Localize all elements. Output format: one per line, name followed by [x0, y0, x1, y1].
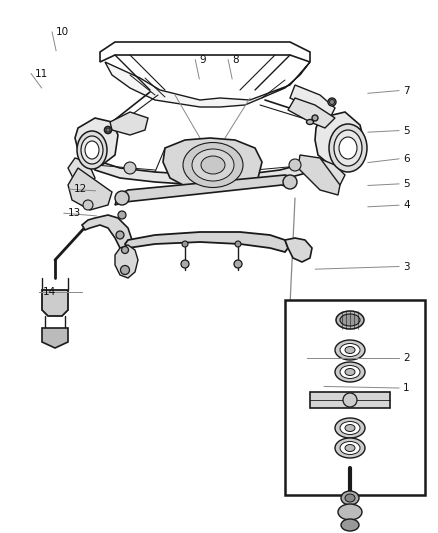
Ellipse shape [329, 100, 335, 104]
Ellipse shape [83, 200, 93, 210]
Ellipse shape [115, 191, 129, 205]
Polygon shape [315, 112, 365, 168]
Text: 3: 3 [403, 262, 410, 271]
Ellipse shape [81, 136, 103, 164]
Ellipse shape [345, 368, 355, 376]
Ellipse shape [340, 314, 360, 326]
Polygon shape [110, 112, 148, 135]
Ellipse shape [289, 159, 301, 171]
Polygon shape [68, 158, 95, 188]
Polygon shape [100, 42, 310, 62]
Ellipse shape [118, 211, 126, 219]
Polygon shape [310, 392, 390, 408]
Ellipse shape [124, 162, 136, 174]
Text: 4: 4 [403, 200, 410, 210]
Text: 2: 2 [403, 353, 410, 363]
Text: 11: 11 [35, 69, 48, 78]
Ellipse shape [338, 504, 362, 520]
Polygon shape [125, 232, 288, 252]
Polygon shape [105, 62, 310, 107]
Polygon shape [163, 138, 262, 190]
Ellipse shape [235, 241, 241, 247]
Ellipse shape [77, 131, 107, 169]
Text: 9: 9 [199, 55, 206, 64]
Ellipse shape [334, 130, 362, 166]
Ellipse shape [345, 424, 355, 432]
Ellipse shape [339, 137, 357, 159]
Ellipse shape [340, 343, 360, 357]
Polygon shape [82, 215, 132, 248]
Ellipse shape [343, 393, 357, 407]
Ellipse shape [336, 311, 364, 329]
Ellipse shape [329, 124, 367, 172]
Ellipse shape [345, 494, 355, 502]
Ellipse shape [283, 175, 297, 189]
Ellipse shape [181, 260, 189, 268]
Ellipse shape [201, 156, 225, 174]
Ellipse shape [106, 128, 110, 132]
Text: 14: 14 [43, 287, 56, 297]
Ellipse shape [341, 491, 359, 505]
Text: 5: 5 [403, 126, 410, 135]
Ellipse shape [120, 265, 130, 274]
Polygon shape [95, 158, 330, 185]
Ellipse shape [335, 438, 365, 458]
Ellipse shape [121, 246, 128, 254]
Ellipse shape [335, 418, 365, 438]
Ellipse shape [340, 366, 360, 378]
Ellipse shape [341, 519, 359, 531]
Polygon shape [288, 98, 335, 128]
Polygon shape [115, 245, 138, 278]
Ellipse shape [307, 119, 314, 125]
Ellipse shape [116, 231, 124, 239]
Text: 5: 5 [403, 179, 410, 189]
Polygon shape [314, 158, 345, 185]
Ellipse shape [105, 126, 112, 133]
Polygon shape [115, 175, 295, 205]
Ellipse shape [328, 98, 336, 106]
Polygon shape [285, 238, 312, 262]
Ellipse shape [182, 241, 188, 247]
Polygon shape [290, 85, 335, 118]
Text: 1: 1 [403, 383, 410, 393]
Ellipse shape [234, 260, 242, 268]
Ellipse shape [192, 149, 234, 181]
Text: 12: 12 [74, 184, 87, 194]
Ellipse shape [340, 422, 360, 434]
Polygon shape [42, 290, 68, 316]
Polygon shape [75, 118, 118, 165]
Ellipse shape [335, 362, 365, 382]
Ellipse shape [340, 441, 360, 455]
Bar [285, 300, 425, 495]
Polygon shape [68, 168, 112, 210]
Ellipse shape [85, 141, 99, 159]
Text: 6: 6 [403, 154, 410, 164]
Ellipse shape [183, 142, 243, 188]
Ellipse shape [312, 115, 318, 121]
Ellipse shape [345, 445, 355, 451]
Ellipse shape [345, 346, 355, 353]
Ellipse shape [335, 340, 365, 360]
Text: 7: 7 [403, 86, 410, 95]
Polygon shape [298, 155, 340, 195]
Text: 13: 13 [68, 208, 81, 218]
Text: 8: 8 [232, 55, 239, 64]
Text: 10: 10 [56, 27, 69, 37]
Polygon shape [42, 328, 68, 348]
